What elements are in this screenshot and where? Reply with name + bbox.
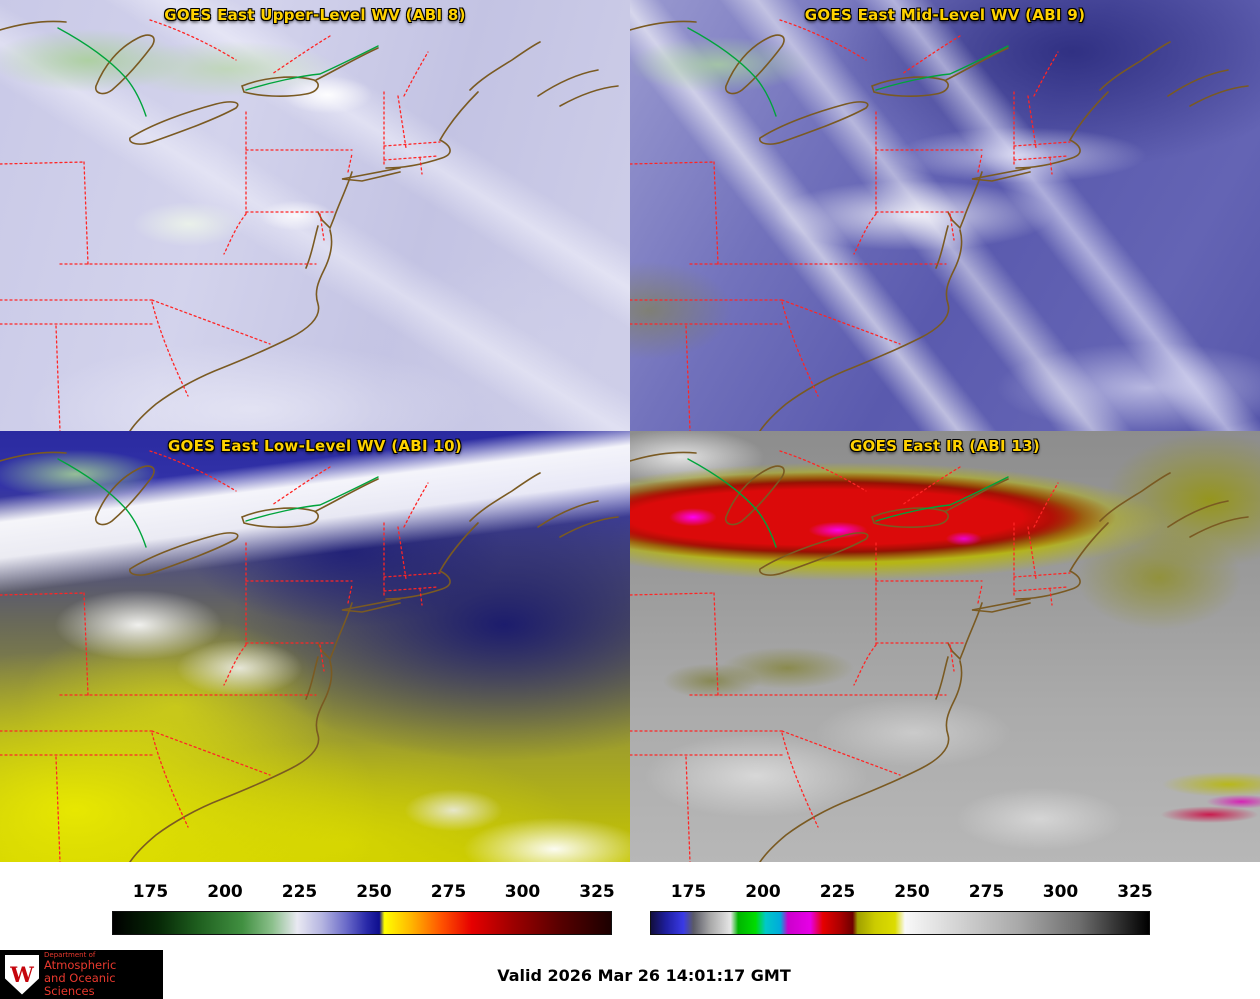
logo-line-3: and Oceanic Sciences (44, 971, 116, 998)
map-boundaries-overlay (0, 19, 619, 431)
panel-upper-level-wv: GOES East Upper-Level WV (ABI 8) (0, 0, 630, 431)
colorbar-tick-label: 300 (1042, 882, 1079, 902)
colorbar-tick-label: 300 (504, 882, 541, 902)
colorbar-tick-label: 225 (819, 882, 856, 902)
panel-grid: GOES East Upper-Level WV (ABI 8) GOES Ea… (0, 0, 1260, 862)
colorbar-tick-label: 325 (579, 882, 615, 902)
wv-colorbar: 175 200 225 250 275 300 325 (112, 882, 615, 946)
panel-title-ir: GOES East IR (ABI 13) (849, 437, 1041, 455)
crest-letter: W (10, 962, 34, 987)
panel-mid-level-wv: GOES East Mid-Level WV (ABI 9) (630, 0, 1260, 431)
colorbar-tick-label: 275 (968, 882, 1005, 902)
logo-text: Department of Atmospheric and Oceanic Sc… (44, 950, 158, 998)
colorbar-tick-label: 175 (132, 882, 169, 902)
logo-line-1: Department of (44, 950, 96, 959)
colorbar-tick-label: 175 (670, 882, 707, 902)
ir-colorbar-ticks: 175 200 225 250 275 300 325 (650, 882, 1153, 904)
colorbar-tick-label: 225 (281, 882, 318, 902)
panel-title-mid-wv: GOES East Mid-Level WV (ABI 9) (804, 6, 1086, 24)
colorbar-tick-label: 200 (207, 882, 243, 902)
colorbar-tick-label: 250 (894, 882, 930, 902)
ir-colorbar-gradient (650, 911, 1150, 935)
map-boundaries-overlay (0, 450, 619, 862)
colorbar-tick-label: 325 (1117, 882, 1153, 902)
logo-line-2: Atmospheric (44, 958, 117, 973)
colorbar-tick-label: 200 (745, 882, 781, 902)
panel-ir: GOES East IR (ABI 13) (630, 431, 1260, 862)
panel-title-low-wv: GOES East Low-Level WV (ABI 10) (167, 437, 463, 455)
map-boundaries-overlay (630, 450, 1249, 862)
panel-low-level-wv: GOES East Low-Level WV (ABI 10) (0, 431, 630, 862)
valid-time-label: Valid 2026 Mar 26 14:01:17 GMT (497, 966, 791, 985)
uw-aos-logo: W Department of Atmospheric and Oceanic … (0, 950, 163, 999)
wv-colorbar-gradient (112, 911, 612, 935)
colorbar-tick-label: 275 (430, 882, 467, 902)
colorbar-tick-label: 250 (356, 882, 392, 902)
map-boundaries-overlay (630, 19, 1249, 431)
ir-colorbar: 175 200 225 250 275 300 325 (650, 882, 1153, 946)
wv-colorbar-ticks: 175 200 225 250 275 300 325 (112, 882, 615, 904)
panel-title-upper-wv: GOES East Upper-Level WV (ABI 8) (164, 6, 466, 24)
